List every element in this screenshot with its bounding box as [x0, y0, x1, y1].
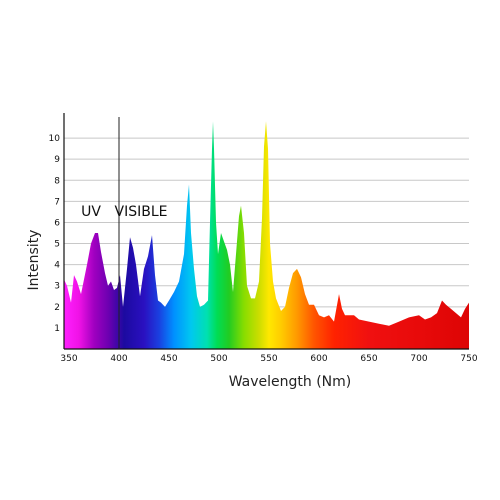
spectrum-area [64, 121, 469, 349]
y-tick-label: 9 [54, 155, 60, 165]
x-tick-label: 700 [410, 354, 427, 364]
annotation-label: VISIBLE [115, 204, 168, 220]
annotation-label: UV [81, 204, 101, 220]
x-tick-label: 350 [60, 354, 77, 364]
y-tick-label: 5 [54, 240, 60, 250]
y-axis-title: Intensity [26, 230, 42, 291]
x-tick-label: 600 [310, 354, 327, 364]
x-axis-title: Wavelength (Nm) [229, 374, 352, 390]
spectrum-area-group [64, 121, 469, 349]
annotations: UV VISIBLE [81, 204, 167, 220]
x-tick-label: 500 [210, 354, 227, 364]
x-tick-label: 550 [260, 354, 277, 364]
x-tick-label: 400 [110, 354, 127, 364]
y-tick-label: 10 [49, 134, 61, 144]
x-tick-label: 650 [360, 354, 377, 364]
y-tick-label: 1 [54, 324, 60, 334]
y-tick-label: 4 [54, 261, 60, 271]
y-tick-label: 3 [54, 282, 60, 292]
y-tick-label: 6 [54, 218, 60, 228]
x-tick-label: 750 [460, 354, 477, 364]
y-tick-label: 8 [54, 176, 60, 186]
tick-labels: 1 2 3 4 5 6 7 8 9 10 350 400 450 500 550 600 650 700 750 [49, 134, 478, 364]
x-tick-label: 450 [160, 354, 177, 364]
y-tick-label: 7 [54, 197, 60, 207]
axes [63, 113, 469, 350]
y-tick-label: 2 [54, 303, 60, 313]
